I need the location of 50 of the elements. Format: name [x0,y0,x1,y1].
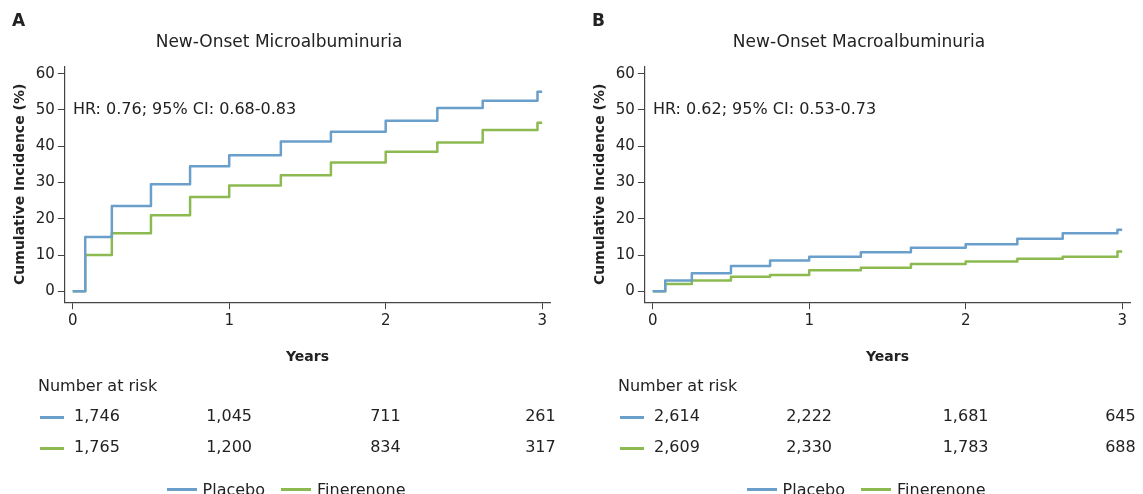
text: 711 [370,406,401,425]
x-axis-title: Years [284,348,329,365]
y-tick-label: 30 [615,172,635,191]
text: 1,200 [206,437,252,456]
y-tick-label: 0 [45,281,55,300]
text: Number at risk [38,376,158,395]
y-axis-title: Cumulative Incidence (%) [591,83,608,285]
x-tick-label: 3 [1117,311,1127,330]
text: 1,681 [942,406,989,425]
x-tick-label: 1 [224,311,234,330]
y-tick-label: 60 [615,63,635,82]
x-axis-title: Years [864,348,909,365]
x-tick-label: 0 [67,311,78,330]
text: 317 [525,437,556,456]
chart-title: New-Onset Macroalbuminuria [732,30,986,51]
x-tick-label: 1 [804,311,814,330]
y-tick-label: 50 [615,99,635,118]
text: 1,045 [206,406,252,425]
annotation: HR: 0.62; 95% CI: 0.53-0.73 [652,99,877,119]
chart-title: New-Onset Microalbuminuria [155,30,403,51]
text: 1,765 [74,437,120,456]
text: 2,330 [786,437,832,456]
y-axis-title: Cumulative Incidence (%) [11,83,28,285]
text: Number at risk [618,376,738,395]
annotation: HR: 0.76; 95% CI: 0.68-0.83 [72,99,297,119]
y-tick-label: 0 [625,281,635,300]
text: 261 [525,406,556,425]
y-tick-label: 20 [615,208,635,227]
text: B [592,10,605,30]
x-tick-label: 3 [537,311,547,330]
text: 688 [1105,437,1136,456]
text: 2,609 [654,437,700,456]
y-tick-label: 30 [35,172,55,191]
y-tick-label: 40 [35,136,55,155]
y-tick-label: 10 [35,244,55,263]
y-tick-label: 20 [35,208,55,227]
text: A [12,10,26,30]
text: 645 [1105,406,1136,425]
x-tick-label: 2 [380,311,391,330]
text: 2,614 [654,406,700,425]
y-tick-label: 40 [615,136,635,155]
text: 1,783 [942,437,989,456]
x-tick-label: 2 [960,311,971,330]
y-tick-label: 10 [615,244,635,263]
y-tick-label: 60 [35,63,55,82]
text: 1,746 [74,406,120,425]
x-tick-label: 0 [647,311,658,330]
text: 834 [370,437,401,456]
text: 2,222 [786,406,832,425]
y-tick-label: 50 [35,99,55,118]
